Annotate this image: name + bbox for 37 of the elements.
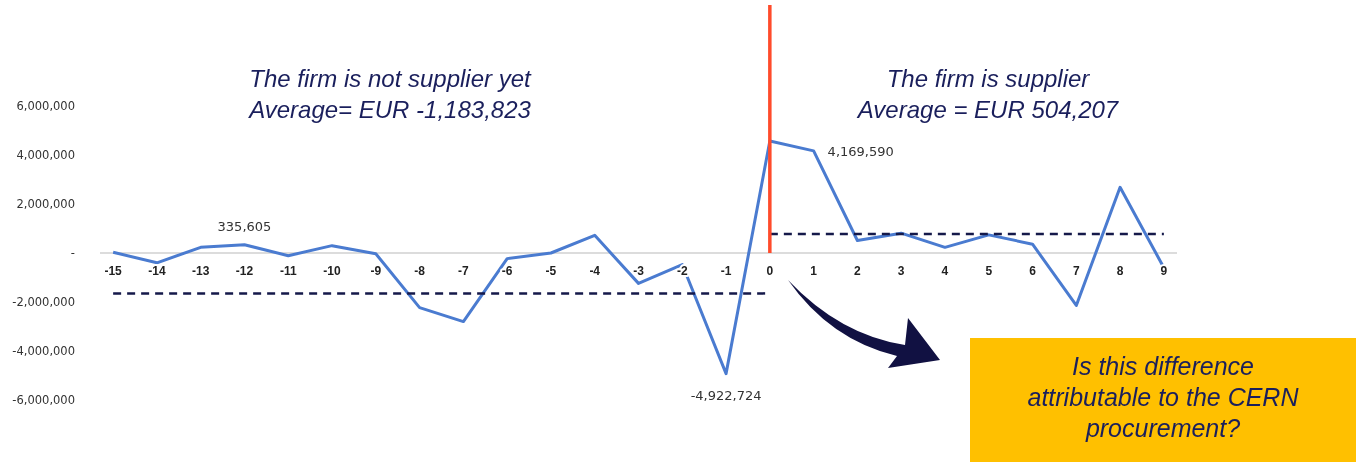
y-tick-label: 6,000,000 (16, 99, 75, 113)
x-tick-label: 8 (1116, 264, 1124, 278)
x-tick-label: -9 (370, 264, 382, 278)
x-tick-label: 4 (941, 264, 949, 278)
x-tick-label: 3 (897, 264, 905, 278)
y-tick-label: 2,000,000 (16, 197, 75, 211)
data-label: 335,605 (217, 218, 272, 234)
y-tick-label: -2,000,000 (12, 295, 75, 309)
y-tick-label: -6,000,000 (12, 393, 75, 407)
x-tick-label: -7 (458, 264, 470, 278)
x-tick-label: 7 (1072, 264, 1080, 278)
y-tick-label: -4,000,000 (12, 344, 75, 358)
annotation: Is this difference attributable to the CERN procurement? (1027, 352, 1300, 442)
x-tick-label: 1 (810, 264, 818, 278)
x-tick-label: -15 (104, 264, 123, 278)
x-tick-label: 9 (1160, 264, 1168, 278)
x-tick-label: 5 (985, 264, 993, 278)
x-tick-label: 0 (766, 264, 774, 278)
x-tick-label: -14 (148, 264, 166, 278)
x-tick-label: -8 (414, 264, 426, 278)
y-tick-label: 4,000,000 (16, 148, 75, 162)
x-tick-label: -1 (720, 264, 732, 278)
x-tick-label: -13 (192, 264, 210, 278)
x-tick-label: -10 (323, 264, 342, 278)
x-tick-label: 2 (854, 264, 862, 278)
x-tick-label: -11 (279, 264, 297, 278)
data-label: -4,922,724 (690, 387, 762, 403)
x-tick-label: -3 (633, 264, 645, 278)
data-label: 4,169,590 (827, 143, 894, 159)
x-tick-label: 6 (1029, 264, 1037, 278)
y-tick-label: - (70, 246, 75, 260)
annotation: The firm is not supplier yet Average= EUR -1,183,823 (247, 65, 533, 123)
x-tick-label: -6 (501, 264, 513, 278)
x-tick-label: -12 (235, 264, 254, 278)
x-tick-label: -5 (545, 264, 557, 278)
x-tick-label: -4 (589, 264, 601, 278)
annotation: The firm is supplier Average = EUR 504,207 (855, 65, 1120, 123)
